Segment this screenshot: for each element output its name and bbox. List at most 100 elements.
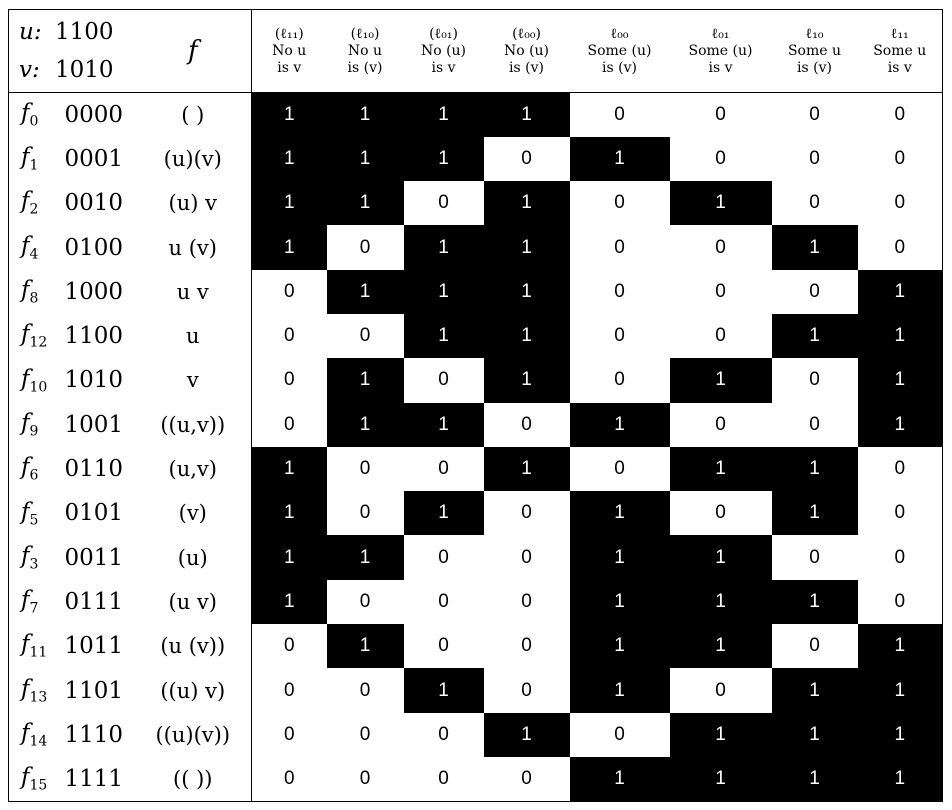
- bit-cell-filled: 1: [857, 402, 943, 447]
- function-expression: ((u) v): [134, 668, 252, 713]
- bit-cell-empty: 0: [251, 668, 327, 713]
- function-code: 1011: [64, 633, 124, 660]
- bit-cell-filled: 1: [771, 756, 858, 802]
- v-label: v:: [19, 57, 40, 83]
- function-letter: f: [21, 232, 30, 259]
- bit-cell-filled: 1: [857, 624, 943, 669]
- bit-cell-filled: 1: [251, 136, 327, 182]
- function-name: f15: [9, 757, 65, 801]
- bit-cell-filled: 1: [403, 269, 484, 314]
- function-letter: f: [21, 454, 30, 481]
- bit-cell-filled: 1: [857, 756, 943, 802]
- function-expression: ((u)(v)): [134, 712, 252, 757]
- bit-cell-empty: 0: [403, 624, 484, 669]
- u-label: u:: [19, 19, 42, 45]
- bit-cell-filled: 1: [251, 491, 327, 536]
- bit-cell-empty: 0: [403, 446, 484, 492]
- function-code: 0110: [64, 456, 124, 483]
- bit-cell-empty: 0: [857, 446, 943, 492]
- bit-cell-empty: 0: [771, 269, 858, 314]
- bit-cell-empty: 0: [326, 491, 404, 536]
- column-header-line1: ℓ₀₁: [711, 25, 730, 42]
- column-header-line3: is (v): [602, 59, 637, 76]
- bit-cell-empty: 0: [483, 756, 570, 802]
- bit-cell-empty: 0: [251, 756, 327, 802]
- bit-cell-filled: 1: [771, 225, 858, 270]
- function-index: 15: [29, 777, 48, 794]
- function-expression: ( ): [134, 92, 252, 137]
- function-name: f1: [9, 137, 65, 181]
- column-header-line3: is (v): [797, 59, 832, 76]
- table-row: f14 1110 ((u)(v)) 0 0 0 1 0 1 1 1: [9, 712, 943, 757]
- bit-cell-filled: 1: [403, 402, 484, 447]
- function-name: f8: [9, 270, 65, 314]
- bit-cell-filled: 1: [669, 712, 772, 757]
- bit-cell-filled: 1: [326, 92, 404, 137]
- function-letter: f: [21, 144, 30, 171]
- function-index: 5: [29, 512, 39, 529]
- bit-cell-filled: 1: [483, 313, 570, 359]
- bit-cell-filled: 1: [251, 535, 327, 580]
- bit-cell-filled: 1: [669, 756, 772, 802]
- function-code: 1101: [64, 677, 124, 704]
- bit-cell-empty: 0: [771, 92, 858, 137]
- table-row: f6 0110 (u,v) 1 0 0 1 0 1 1 0: [9, 446, 943, 492]
- bit-cell-empty: 0: [326, 668, 404, 713]
- bit-cell-empty: 0: [771, 402, 858, 447]
- bit-cell-filled: 1: [251, 579, 327, 625]
- v-value: 1010: [55, 57, 114, 83]
- bit-cell-empty: 0: [857, 491, 943, 536]
- column-header-line2: No u: [347, 42, 383, 59]
- column-header-line1: (ℓ₀₀): [512, 25, 541, 42]
- bit-cell-empty: 0: [326, 712, 404, 757]
- bit-cell-empty: 0: [403, 756, 484, 802]
- function-expression: u (v): [134, 225, 252, 270]
- function-code: 1111: [64, 765, 124, 792]
- bit-cell-empty: 0: [857, 535, 943, 580]
- bit-cell-filled: 1: [483, 181, 570, 226]
- function-code: 0001: [64, 145, 124, 172]
- function-index: 3: [29, 556, 39, 573]
- column-header-line2: Some u: [873, 42, 927, 59]
- function-name: f9: [9, 403, 65, 447]
- column-header-line2: Some (u): [587, 42, 652, 59]
- bit-cell-empty: 0: [569, 269, 670, 314]
- bit-cell-filled: 1: [326, 535, 404, 580]
- bit-cell-empty: 0: [483, 535, 570, 580]
- bit-cell-empty: 0: [483, 402, 570, 447]
- function-index: 4: [29, 246, 39, 263]
- u-value: 1100: [55, 19, 114, 45]
- bit-cell-filled: 1: [857, 313, 943, 359]
- bit-cell-empty: 0: [569, 358, 670, 403]
- bit-cell-filled: 1: [483, 446, 570, 492]
- bit-cell-empty: 0: [569, 225, 670, 270]
- bit-cell-filled: 1: [857, 358, 943, 403]
- function-name: f13: [9, 668, 65, 712]
- column-header: ℓ₁₀ Some u is (v): [771, 9, 858, 93]
- bit-cell-filled: 1: [669, 446, 772, 492]
- column-header-line1: (ℓ₁₀): [350, 25, 380, 42]
- function-name: f4: [9, 225, 65, 269]
- bit-cell-empty: 0: [569, 313, 670, 359]
- column-header-line3: is v: [431, 59, 456, 76]
- function-expression: v: [134, 358, 252, 403]
- bit-cell-empty: 0: [251, 358, 327, 403]
- function-expression: (v): [134, 491, 252, 536]
- bit-cell-empty: 0: [483, 491, 570, 536]
- f-header: f: [134, 9, 252, 93]
- bit-cell-empty: 0: [857, 579, 943, 625]
- function-expression: ((u,v)): [134, 402, 252, 447]
- column-header: ℓ₀₀ Some (u) is (v): [569, 9, 670, 93]
- table-row: f13 1101 ((u) v) 0 0 1 0 1 0 1 1: [9, 668, 943, 713]
- function-name: f11: [9, 624, 65, 668]
- function-letter: f: [21, 277, 30, 304]
- bit-cell-filled: 1: [857, 712, 943, 757]
- bit-cell-filled: 1: [403, 92, 484, 137]
- function-code: 0000: [64, 101, 124, 128]
- bit-cell-empty: 0: [483, 136, 570, 182]
- function-index: 10: [29, 379, 48, 396]
- bit-cell-empty: 0: [403, 535, 484, 580]
- bit-cell-filled: 1: [483, 269, 570, 314]
- function-name: f3: [9, 535, 65, 579]
- function-expression: u: [134, 313, 252, 359]
